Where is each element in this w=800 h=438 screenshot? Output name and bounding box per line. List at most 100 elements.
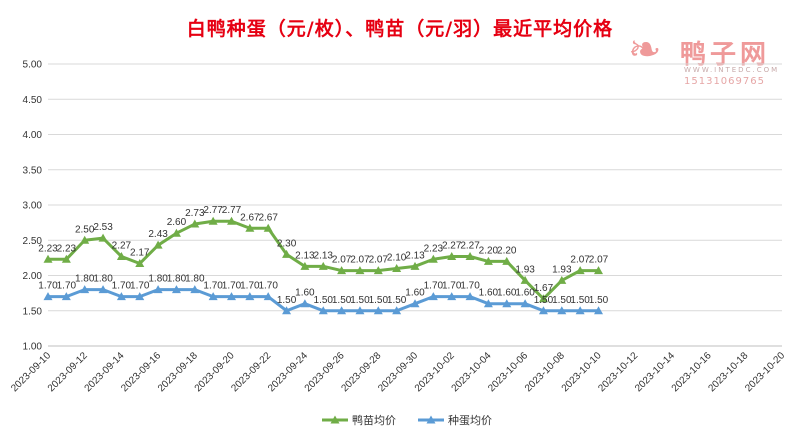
data-point-marker [575, 266, 585, 275]
data-label: 2.73 [185, 208, 205, 219]
data-point-marker [337, 306, 347, 315]
data-point-marker [263, 292, 273, 301]
data-label: 1.50 [534, 295, 554, 306]
y-tick-label: 3.00 [23, 201, 43, 212]
y-tick-label: 4.00 [23, 130, 43, 141]
data-label: 2.20 [497, 245, 517, 256]
data-point-marker [447, 292, 457, 301]
data-label: 1.50 [350, 295, 370, 306]
data-label: 2.27 [112, 240, 132, 251]
data-label: 2.07 [332, 255, 352, 266]
data-point-marker [538, 306, 548, 315]
data-point-marker [410, 261, 420, 270]
data-point-marker [245, 223, 255, 232]
data-label: 1.50 [369, 295, 389, 306]
data-label: 2.50 [75, 224, 95, 235]
data-label: 2.27 [442, 240, 462, 251]
data-label: 1.50 [314, 295, 334, 306]
data-point-marker [502, 299, 512, 308]
data-point-marker [171, 228, 181, 237]
series-1: 2.232.232.502.532.272.172.432.602.732.77… [38, 205, 609, 303]
data-point-marker [282, 306, 292, 315]
data-label: 1.70 [203, 281, 223, 292]
data-label: 1.50 [387, 295, 407, 306]
data-label: 1.70 [38, 281, 58, 292]
data-label: 1.70 [258, 281, 278, 292]
watermark: ❧ 鸭子网 WWW.INTEDC.COM 15131069765 [628, 30, 788, 92]
data-label: 2.07 [369, 255, 389, 266]
data-point-marker [43, 254, 53, 263]
y-tick-label: 3.50 [23, 165, 43, 176]
data-label: 2.23 [424, 243, 444, 254]
data-label: 2.30 [277, 238, 297, 249]
legend-item-1: 鸭苗均价 [322, 414, 396, 427]
data-label: 1.60 [497, 288, 517, 299]
data-label: 2.43 [148, 229, 168, 240]
data-label: 2.67 [240, 212, 260, 223]
data-point-marker [43, 292, 53, 301]
data-point-marker [190, 219, 200, 228]
y-tick-label: 1.50 [23, 306, 43, 317]
data-label: 1.70 [460, 281, 480, 292]
data-point-marker [80, 285, 90, 294]
data-point-marker [171, 285, 181, 294]
data-label: 2.13 [295, 250, 315, 261]
data-point-marker [208, 292, 218, 301]
data-label: 1.93 [515, 264, 535, 275]
data-label: 1.70 [240, 281, 260, 292]
legend-label: 种蛋均价 [448, 413, 492, 427]
data-label: 2.23 [38, 243, 58, 254]
data-label: 2.23 [57, 243, 77, 254]
series-2: 1.701.701.801.801.701.701.801.801.801.70… [38, 274, 609, 315]
data-label: 1.70 [222, 281, 242, 292]
data-point-marker [61, 254, 71, 263]
data-point-marker [502, 256, 512, 265]
data-label: 1.70 [112, 281, 132, 292]
data-point-marker [483, 256, 493, 265]
data-point-marker [318, 261, 328, 270]
data-point-marker [135, 259, 145, 268]
data-label: 2.07 [589, 255, 609, 266]
watermark-brand: 鸭子网 [680, 40, 771, 70]
data-label: 1.60 [515, 288, 535, 299]
data-point-marker [61, 292, 71, 301]
data-label: 1.50 [277, 295, 297, 306]
data-point-marker [483, 299, 493, 308]
data-point-marker [373, 266, 383, 275]
legend-marker [426, 415, 436, 424]
data-label: 1.80 [93, 274, 113, 285]
watermark-url: WWW.INTEDC.COM [684, 66, 780, 74]
x-tick-label: 2023-10-20 [743, 350, 787, 394]
data-point-marker [227, 292, 236, 301]
data-point-marker [520, 275, 530, 284]
data-label: 2.27 [460, 240, 480, 251]
data-label: 1.80 [185, 274, 205, 285]
data-label: 2.17 [130, 248, 150, 259]
data-label: 2.07 [350, 255, 370, 266]
data-point-marker [300, 261, 310, 270]
data-point-marker [355, 306, 365, 315]
data-point-marker [538, 294, 548, 303]
data-label: 2.13 [405, 250, 425, 261]
legend-marker [330, 415, 340, 424]
data-label: 2.20 [479, 245, 499, 256]
data-label: 1.50 [332, 295, 352, 306]
y-tick-label: 5.00 [23, 60, 43, 71]
data-point-marker [557, 275, 567, 284]
data-point-marker [116, 292, 126, 301]
data-point-marker [153, 240, 163, 249]
data-point-marker [153, 285, 163, 294]
legend-label: 鸭苗均价 [352, 414, 396, 427]
data-label: 1.80 [167, 274, 187, 285]
watermark-phone: 15131069765 [684, 76, 765, 87]
data-point-marker [428, 292, 438, 301]
data-label: 1.50 [552, 295, 572, 306]
data-point-marker [190, 285, 200, 294]
data-label: 1.60 [295, 288, 315, 299]
data-label: 1.67 [534, 283, 554, 294]
data-label: 2.60 [167, 217, 187, 228]
data-point-marker [245, 292, 255, 301]
data-point-marker [98, 285, 108, 294]
chart-title: 白鸭种蛋（元/枚）、鸭苗（元/羽）最近平均价格 [186, 18, 614, 40]
